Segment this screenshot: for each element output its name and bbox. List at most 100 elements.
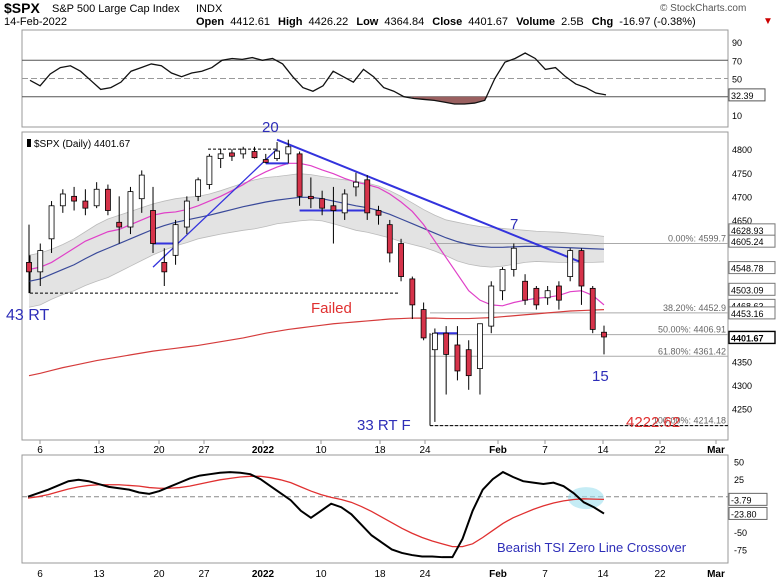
x-tick-label: 2022 (252, 569, 275, 579)
candle-body (195, 179, 202, 197)
candle-body (48, 205, 55, 240)
price-tag-label: 4628.93 (731, 226, 764, 236)
x-tick-label: 27 (198, 445, 210, 456)
x-tick-label: 14 (597, 445, 609, 456)
candle-body (510, 247, 517, 270)
candle-body (59, 193, 66, 207)
bollinger-band-fill (29, 173, 604, 308)
price-tag-label: 4401.67 (731, 333, 764, 343)
annotation-20: 20 (262, 119, 279, 136)
fib-label: 50.00%: 4406.91 (658, 325, 726, 335)
candle-body (161, 262, 168, 273)
x-tick-label: Mar (707, 445, 725, 456)
x-tick-label: Feb (489, 445, 507, 456)
annotation-7: 7 (510, 216, 518, 233)
legend-swatch-icon (27, 139, 31, 147)
price-tick-label: 4800 (732, 145, 752, 155)
candle-body (386, 224, 393, 254)
candle-body (251, 151, 258, 159)
price-tag-box (728, 330, 776, 345)
annotation-failed: Failed (311, 300, 352, 317)
symbol-label: $SPX (4, 0, 40, 16)
candle-body (183, 200, 190, 228)
rsi-current-box (728, 88, 766, 102)
x-tick-label: Mar (707, 569, 725, 579)
rsi-tick-label: 70 (732, 56, 742, 66)
candle-body (71, 195, 77, 202)
bollinger-upper-line (28, 173, 605, 256)
tsi-tick-label: 25 (734, 475, 744, 485)
candle-body (341, 193, 348, 214)
price-x-axis: 6 13 20 27 2022 10 18 24 Feb 7 14 22 Mar (37, 440, 725, 456)
x-tick-label: 14 (597, 569, 609, 579)
high-label: High (278, 16, 303, 28)
low-label: Low (356, 16, 378, 28)
candle-body (82, 200, 89, 209)
fib-label: 61.80%: 4361.42 (658, 346, 726, 356)
candle-body (319, 198, 326, 209)
candle-body (330, 205, 337, 211)
candle-body (454, 344, 461, 372)
ema-slow-line (28, 308, 605, 377)
x-tick-label: 10 (315, 569, 327, 579)
candle-body (353, 181, 359, 188)
tsi-signal-line (27, 475, 605, 548)
candle-body (601, 331, 607, 338)
candle-body (567, 250, 574, 277)
price-tag-label: 4605.24 (731, 237, 764, 247)
candle-body (499, 269, 506, 292)
index-name: S&P 500 Large Cap Index (52, 3, 180, 15)
open-value: 4412.61 (230, 16, 270, 28)
price-tick-label: 4350 (732, 358, 752, 368)
candle-body (420, 309, 427, 339)
tsi-x-axis: 6 13 20 27 2022 10 18 24 Feb 7 14 22 Mar (37, 569, 725, 579)
x-tick-label: 24 (419, 445, 431, 456)
annotation-43rt: 43 RT (6, 307, 50, 324)
bollinger-lower-line (28, 219, 605, 308)
x-tick-label: 27 (198, 569, 210, 579)
candle-body (398, 243, 404, 277)
x-tick-label: 20 (153, 445, 165, 456)
x-tick-label: 20 (153, 569, 165, 579)
volume-label: Volume (516, 16, 555, 28)
candle-body (116, 221, 123, 228)
candle-body (431, 332, 438, 351)
fib-label: 0.00%: 4599.7 (668, 234, 726, 244)
rsi-oversold-fill (410, 96, 488, 104)
x-tick-label: 7 (542, 445, 548, 456)
close-value: 4401.67 (468, 16, 508, 28)
candle-body (364, 179, 371, 214)
chg-label: Chg (592, 16, 613, 28)
price-tick-label: 4250 (732, 405, 752, 415)
annotations: 20 7 15 43 RT 33 RT F Failed 4222.62 Bea… (6, 119, 687, 555)
exchange-label: INDX (196, 3, 223, 15)
tsi-current-label: -23.80 (731, 509, 757, 519)
price-plot: 4800 4750 4700 4650 4350 4300 4250 0.00%: 4599.… (26, 138, 776, 427)
price-tick-label: 4300 (732, 381, 752, 391)
x-tick-label: 10 (315, 445, 327, 456)
tsi-current-box (728, 506, 768, 520)
close-label: Close (432, 16, 462, 28)
annotation-33rtf: 33 RT F (357, 417, 411, 434)
sma-mid-line (28, 196, 605, 282)
tsi-current-box (728, 492, 768, 506)
candle-body (375, 210, 382, 216)
tsi-line (27, 470, 605, 559)
collapse-icon[interactable]: ▼ (763, 16, 773, 27)
price-tag-box (728, 234, 776, 248)
candle-body (93, 188, 100, 207)
x-tick-label: 24 (419, 569, 431, 579)
candle-body (150, 210, 156, 244)
price-tag-label: 4453.16 (731, 309, 764, 319)
price-tick-label: 4750 (732, 169, 752, 179)
x-tick-label: 7 (542, 569, 548, 579)
x-tick-label: 22 (654, 445, 666, 456)
x-tick-label: 6 (37, 445, 43, 456)
candle-body (488, 285, 495, 327)
candle-body (544, 290, 551, 299)
rsi-tick-label: 10 (732, 111, 742, 121)
rsi-line (29, 52, 607, 105)
price-legend: $SPX (Daily) 4401.67 (27, 139, 131, 150)
rsi-current-label: 32.39 (731, 91, 754, 101)
